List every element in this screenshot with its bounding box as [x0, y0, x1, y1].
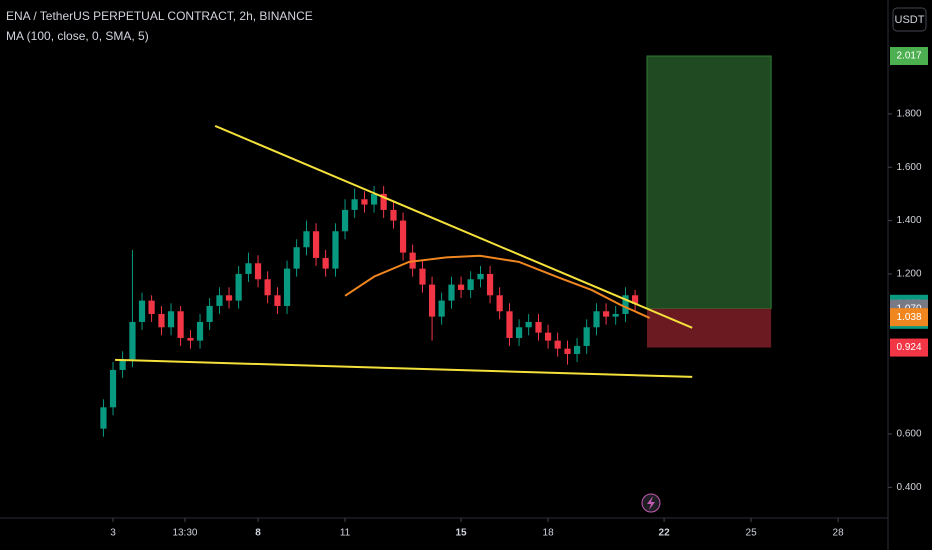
- candle-body: [486, 273, 494, 296]
- x-tick-label: 8: [255, 528, 261, 539]
- candle-body: [622, 295, 629, 314]
- candle-body: [612, 313, 619, 317]
- candle-body: [245, 263, 252, 274]
- candle-body: [332, 231, 339, 269]
- candle-body: [564, 348, 571, 354]
- candle-body: [457, 284, 465, 290]
- x-tick-label: 22: [659, 528, 671, 539]
- price-label-box: [890, 338, 928, 357]
- candle-body: [216, 295, 223, 306]
- candle-body: [496, 295, 503, 312]
- trendline: [115, 358, 693, 378]
- candle-body: [148, 300, 155, 314]
- candle-body: [100, 407, 107, 429]
- candle-body: [109, 369, 117, 408]
- candle-body: [177, 311, 184, 338]
- candle-body: [535, 321, 542, 333]
- candle-body: [448, 284, 455, 301]
- y-tick-label: 1.400: [896, 215, 921, 226]
- x-tick-label: 28: [833, 528, 845, 539]
- candle-body: [438, 300, 445, 317]
- candle-body: [158, 313, 165, 328]
- candle-body: [235, 273, 242, 301]
- candle-body: [138, 300, 146, 322]
- x-tick-label: 18: [543, 528, 555, 539]
- candle-body: [283, 268, 291, 306]
- currency-box[interactable]: [892, 7, 927, 32]
- alert-bolt: [647, 496, 655, 510]
- x-tick-label: 11: [340, 528, 351, 539]
- candle-body: [206, 305, 213, 322]
- candle-body: [477, 273, 484, 280]
- candle-body: [370, 193, 378, 205]
- candle-body: [196, 321, 204, 341]
- y-tick-label: 0.600: [896, 429, 921, 440]
- candle-body: [303, 231, 310, 248]
- x-tick-label: 3: [110, 528, 116, 539]
- candle-body: [554, 340, 561, 349]
- candle-body: [293, 247, 300, 269]
- candle-body: [573, 345, 581, 354]
- price-label: 1.038: [896, 312, 921, 323]
- candle-body: [129, 321, 136, 360]
- price-label: 0.924: [896, 342, 921, 353]
- candle-body: [631, 295, 639, 304]
- candle-body: [593, 311, 600, 328]
- candle-body: [361, 199, 368, 205]
- candle-body: [506, 311, 513, 338]
- price-label-box: [890, 47, 928, 66]
- price-label: 2.017: [896, 51, 921, 62]
- y-tick-label: 1.800: [896, 109, 921, 120]
- x-tick-label: 13:30: [172, 528, 197, 539]
- y-tick-label: 0.400: [896, 482, 921, 493]
- moving-average: [344, 254, 651, 319]
- candle-body: [225, 295, 233, 301]
- candle-body: [264, 279, 271, 296]
- candle-body: [428, 284, 436, 317]
- y-tick-label: 1.600: [896, 162, 921, 173]
- candle-body: [341, 209, 349, 232]
- candle-body: [322, 257, 329, 269]
- candle-body: [380, 193, 387, 210]
- candle-body: [515, 327, 523, 338]
- candle-body: [544, 332, 552, 341]
- candle-body: [254, 263, 262, 280]
- candle-body: [167, 311, 175, 328]
- candle-body: [419, 268, 426, 285]
- stop-zone: [646, 308, 772, 348]
- indicator-legend: MA (100, close, 0, SMA, 5): [6, 29, 149, 43]
- trendline: [214, 124, 693, 329]
- candle-body: [399, 220, 407, 253]
- chart-title: ENA / TetherUS PERPETUAL CONTRACT, 2h, B…: [6, 9, 313, 23]
- x-tick-label: 25: [746, 528, 758, 539]
- candle-body: [602, 311, 610, 317]
- candle-body: [312, 231, 320, 258]
- candle-body: [119, 359, 126, 370]
- candle-body: [467, 279, 474, 290]
- candle-body: [525, 321, 532, 328]
- y-tick-label: 1.200: [896, 269, 921, 280]
- candle-body: [583, 327, 590, 346]
- price-label-box: [890, 308, 928, 327]
- x-tick-label: 15: [456, 528, 468, 539]
- candle-body: [187, 337, 194, 341]
- candle-body: [274, 295, 281, 306]
- candle-body: [390, 209, 397, 221]
- candle-body: [351, 199, 358, 210]
- target-zone: [646, 55, 772, 310]
- currency[interactable]: USDT: [895, 14, 925, 26]
